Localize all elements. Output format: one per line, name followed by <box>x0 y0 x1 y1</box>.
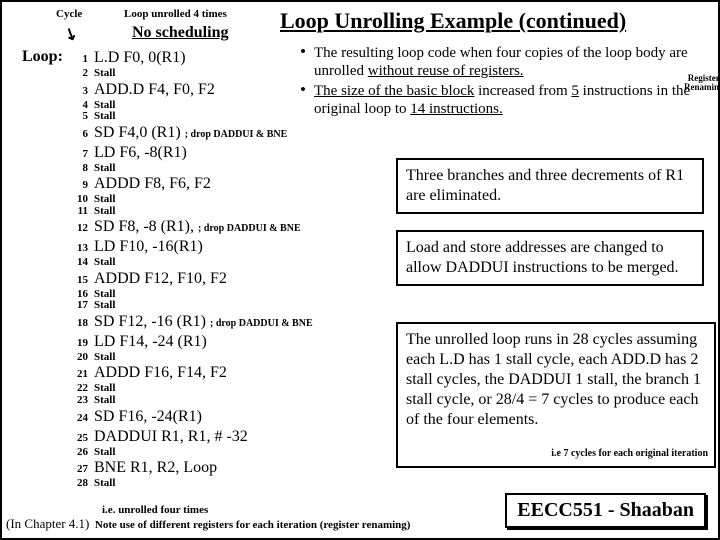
bullet-dot: • <box>292 82 314 118</box>
cycle-number: 8 <box>68 163 88 175</box>
code-row: 21ADDD F16, F14, F2 <box>68 363 368 383</box>
instruction: DADDUI R1, R1, # -32 <box>88 427 248 447</box>
instruction: LD F10, -16(R1) <box>88 237 203 257</box>
code-row: 26Stall <box>68 447 368 459</box>
code-row: 25DADDUI R1, R1, # -32 <box>68 427 368 447</box>
code-row: 7LD F6, -8(R1) <box>68 143 368 163</box>
instruction: LD F14, -24 (R1) <box>88 332 207 352</box>
code-row: 19LD F14, -24 (R1) <box>68 332 368 352</box>
cycle-number: 3 <box>68 85 88 99</box>
cycle-number: 25 <box>68 432 88 446</box>
cycle-number: 2 <box>68 68 88 80</box>
bullet-1: The resulting loop code when four copies… <box>314 44 692 80</box>
code-row: 15ADDD F12, F10, F2 <box>68 269 368 289</box>
instruction: Stall <box>88 352 115 364</box>
instruction: Stall <box>88 300 115 312</box>
instruction: Stall <box>88 163 115 175</box>
down-arrow-icon: ↘ <box>60 22 81 46</box>
cycle-number: 9 <box>68 179 88 193</box>
instruction: BNE R1, R2, Loop <box>88 458 217 478</box>
cycle-number: 7 <box>68 148 88 162</box>
instruction: ADD.D F4, F0, F2 <box>88 80 215 100</box>
nosched-label: No scheduling <box>132 24 228 42</box>
instruction: ADDD F8, F6, F2 <box>88 174 211 194</box>
code-row: 24SD F16, -24(R1) <box>68 407 368 427</box>
page-title: Loop Unrolling Example (continued) <box>280 8 626 34</box>
cycle-number: 21 <box>68 368 88 382</box>
note-box-1: Three branches and three decrements of R… <box>396 158 704 214</box>
cycle-number: 17 <box>68 300 88 312</box>
instruction: Stall <box>88 478 115 490</box>
code-row: 10Stall <box>68 194 368 206</box>
code-row: 12SD F8, -8 (R1),; drop DADDUI & BNE <box>68 217 368 237</box>
annotation: ; drop DADDUI & BNE <box>181 129 288 142</box>
instruction: Stall <box>88 395 115 407</box>
cycle-number: 1 <box>68 53 88 67</box>
cycle-label: Cycle <box>56 8 82 20</box>
footer-title: EECC551 - Shaaban <box>505 493 706 528</box>
code-row: 20Stall <box>68 352 368 364</box>
cycle-number: 11 <box>68 206 88 218</box>
instruction: Stall <box>88 68 115 80</box>
code-row: 28Stall <box>68 478 368 490</box>
instruction: L.D F0, 0(R1) <box>88 48 186 68</box>
instruction: SD F8, -8 (R1), <box>88 217 194 237</box>
loop-label: Loop: <box>22 48 63 66</box>
note-box-3: The unrolled loop runs in 28 cycles assu… <box>396 322 716 468</box>
cycle-number: 28 <box>68 478 88 490</box>
code-row: 13LD F10, -16(R1) <box>68 237 368 257</box>
code-row: 17Stall <box>68 300 368 312</box>
unrolled-label: Loop unrolled 4 times <box>124 8 227 20</box>
cycle-number: 24 <box>68 412 88 426</box>
instruction: ADDD F16, F14, F2 <box>88 363 227 383</box>
code-row: 8Stall <box>68 163 368 175</box>
annotation: ; drop DADDUI & BNE <box>206 318 313 331</box>
code-row: 9ADDD F8, F6, F2 <box>68 174 368 194</box>
cycle-number: 6 <box>68 128 88 142</box>
code-row: 18SD F12, -16 (R1); drop DADDUI & BNE <box>68 312 368 332</box>
bullet-2: The size of the basic block increased fr… <box>314 82 692 118</box>
code-row: 14Stall <box>68 257 368 269</box>
instruction: Stall <box>88 206 115 218</box>
instruction: Stall <box>88 111 115 123</box>
cycle-number: 18 <box>68 317 88 331</box>
instruction: SD F12, -16 (R1) <box>88 312 206 332</box>
cycle-number: 15 <box>68 274 88 288</box>
instruction: LD F6, -8(R1) <box>88 143 187 163</box>
cycle-number: 12 <box>68 222 88 236</box>
note-box-2: Load and store addresses are changed to … <box>396 230 704 286</box>
cycle-number: 10 <box>68 194 88 206</box>
code-row: 23Stall <box>68 395 368 407</box>
cycle-number: 19 <box>68 337 88 351</box>
instruction: ADDD F12, F10, F2 <box>88 269 227 289</box>
code-row: 11Stall <box>68 206 368 218</box>
instruction: SD F4,0 (R1) <box>88 123 181 143</box>
cycle-number: 23 <box>68 395 88 407</box>
bullet-dot: • <box>292 44 314 80</box>
code-row: 27BNE R1, R2, Loop <box>68 458 368 478</box>
cycle-number: 26 <box>68 447 88 459</box>
instruction: Stall <box>88 257 115 269</box>
register-renaming-label: RegisterRenaming <box>684 74 720 92</box>
instruction: Stall <box>88 194 115 206</box>
code-row: 6SD F4,0 (R1); drop DADDUI & BNE <box>68 123 368 143</box>
bullet-list: • The resulting loop code when four copi… <box>292 44 692 120</box>
note-box-3-sub: i.e 7 cycles for each original iteration <box>551 448 708 461</box>
footer-note: i.e. unrolled four times (In Chapter 4.1… <box>6 504 486 532</box>
cycle-number: 5 <box>68 111 88 123</box>
cycle-number: 13 <box>68 242 88 256</box>
annotation: ; drop DADDUI & BNE <box>194 223 301 236</box>
cycle-number: 27 <box>68 463 88 477</box>
cycle-number: 14 <box>68 257 88 269</box>
instruction: Stall <box>88 447 115 459</box>
cycle-number: 20 <box>68 352 88 364</box>
instruction: SD F16, -24(R1) <box>88 407 202 427</box>
